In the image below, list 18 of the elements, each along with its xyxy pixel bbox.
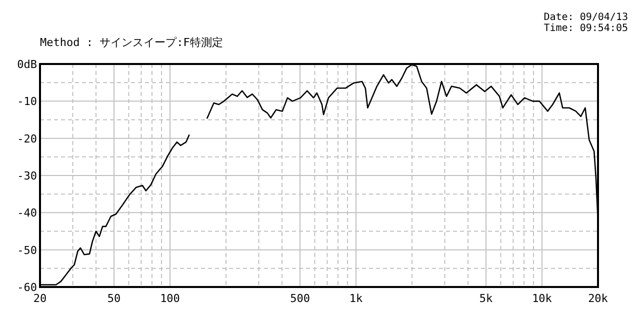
x-tick-label: 500	[290, 292, 310, 305]
y-tick-label: -10	[17, 95, 37, 108]
chart-title: Method : サインスイープ:F特測定	[40, 36, 223, 49]
text: Time: 09:54:05	[544, 23, 628, 34]
y-tick-label: -60	[17, 281, 37, 294]
x-tick-label: 20k	[588, 292, 608, 305]
y-tick-label: -50	[17, 244, 37, 257]
text: Date: 09/04/13	[544, 12, 628, 23]
x-tick-label: 1k	[349, 292, 364, 305]
x-tick-label: 100	[160, 292, 180, 305]
x-tick-label: 50	[107, 292, 121, 305]
y-tick-label: -30	[17, 170, 37, 182]
y-tick-label: -20	[17, 132, 37, 146]
x-tick-label: 20	[33, 292, 47, 305]
y-tick-label: -40	[17, 206, 37, 220]
x-tick-label: 5k	[479, 292, 494, 305]
x-tick-label: 10k	[532, 292, 552, 305]
y-tick-label: 0dB	[17, 58, 38, 71]
